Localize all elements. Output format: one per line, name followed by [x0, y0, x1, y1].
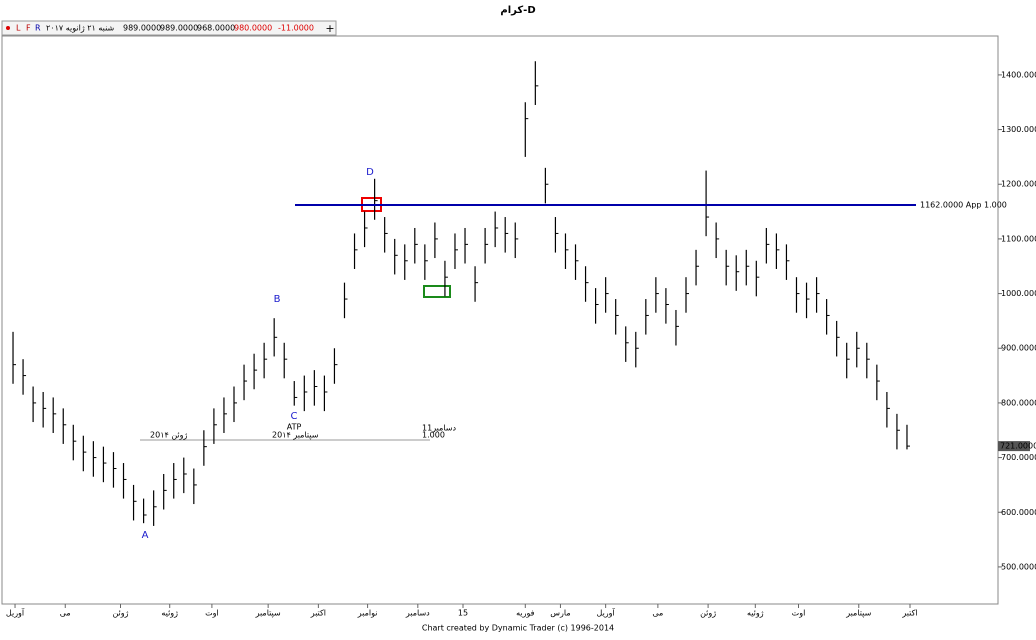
header-change: -11.0000	[278, 24, 314, 33]
time-note: 1.000	[422, 431, 445, 440]
x-tick-label: اکتبر	[901, 609, 917, 618]
x-tick-label: دسامبر	[405, 609, 430, 618]
x-tick-label: اوت	[205, 609, 219, 618]
x-tick-label: سپتامبر	[845, 609, 871, 618]
y-tick-label: 1000.0000	[1001, 289, 1036, 298]
level-label: 1162.0000 App 1.000	[920, 201, 1007, 210]
x-tick-label: ژوئن	[112, 609, 128, 618]
x-tick-label: سپتامبر	[255, 609, 281, 618]
last-price-label: 721.0000	[1000, 442, 1036, 451]
flag[interactable]: R	[35, 24, 41, 33]
header-open: 989.0000	[123, 24, 161, 33]
y-tick-label: 1400.0000	[1001, 70, 1036, 79]
x-tick-label: آوریل	[6, 608, 25, 618]
time-note: ATP	[287, 423, 302, 432]
flag[interactable]: F	[26, 24, 31, 33]
y-tick-label: 500.0000	[1001, 562, 1036, 571]
header-date: شنبه ۲۱ ژانویه ۲۰۱۷	[46, 24, 114, 33]
wave-label: D	[366, 167, 374, 178]
x-tick-label: اکتبر	[310, 609, 326, 618]
chart-title: كرام-D	[500, 5, 535, 16]
wave-label: B	[274, 294, 281, 305]
y-tick-label: 700.0000	[1001, 453, 1036, 462]
header-close: 980.0000	[234, 24, 272, 33]
status-dot	[6, 26, 10, 30]
last-price-box	[998, 441, 1030, 452]
y-tick-label: 800.0000	[1001, 398, 1036, 407]
x-tick-label: فوریه	[516, 609, 535, 618]
x-tick-label: نوامبر	[357, 609, 378, 618]
y-tick-label: 1300.0000	[1001, 125, 1036, 134]
wave-label: C	[291, 411, 298, 422]
header-bar	[1, 20, 337, 36]
highlight-box	[423, 285, 451, 298]
flag[interactable]: L	[16, 24, 21, 33]
y-tick-label: 1200.0000	[1001, 180, 1036, 189]
x-tick-label: مارس	[550, 609, 570, 618]
y-tick-label: 900.0000	[1001, 344, 1036, 353]
x-tick-label: 15	[458, 609, 468, 618]
x-tick-label: می	[60, 609, 71, 618]
footer: Chart created by Dynamic Trader (c) 1996…	[422, 624, 614, 633]
x-tick-label: می	[652, 609, 663, 618]
time-note: 20سپتامبر ۱۴	[272, 431, 319, 440]
x-tick-label: ژوئن	[700, 609, 716, 618]
header-low: 968.0000	[197, 24, 235, 33]
x-tick-label: ژوئیه	[161, 609, 178, 618]
x-tick-label: آوریل	[597, 608, 616, 618]
time-note: 11دسامبر	[422, 424, 456, 433]
wave-label: A	[142, 530, 149, 541]
add-button[interactable]: +	[325, 22, 334, 35]
x-tick-label: ژوئیه	[747, 609, 764, 618]
x-tick-label: اوت	[792, 609, 806, 618]
y-tick-label: 600.0000	[1001, 508, 1036, 517]
header-high: 989.0000	[160, 24, 198, 33]
y-tick-label: 1100.0000	[1001, 234, 1036, 243]
time-note: 20ژوئن ۱۴	[150, 431, 188, 440]
